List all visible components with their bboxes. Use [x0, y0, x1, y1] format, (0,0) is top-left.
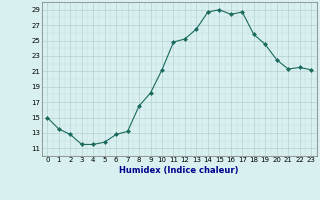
- X-axis label: Humidex (Indice chaleur): Humidex (Indice chaleur): [119, 166, 239, 175]
